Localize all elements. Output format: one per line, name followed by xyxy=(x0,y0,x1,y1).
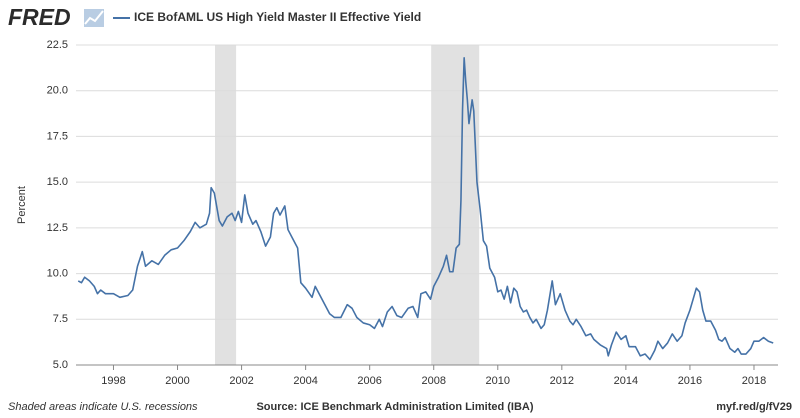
x-tick-label: 2012 xyxy=(550,375,574,387)
recession-note: Shaded areas indicate U.S. recessions xyxy=(8,401,198,413)
y-tick-label: 17.5 xyxy=(47,130,68,142)
logo: FRED xyxy=(8,4,71,30)
y-tick-label: 5.0 xyxy=(53,359,68,371)
x-tick-label: 2004 xyxy=(293,375,317,387)
recession-band xyxy=(431,45,480,365)
x-tick-label: 2002 xyxy=(229,375,253,387)
y-tick-label: 20.0 xyxy=(47,85,68,97)
legend-label: ICE BofAML US High Yield Master II Effec… xyxy=(134,10,421,24)
y-tick-label: 12.5 xyxy=(47,222,68,234)
y-axis-label: Percent xyxy=(16,186,28,224)
x-tick-label: 2000 xyxy=(165,375,189,387)
source: Source: ICE Benchmark Administration Lim… xyxy=(256,401,533,413)
x-tick-label: 2016 xyxy=(678,375,702,387)
x-tick-label: 1998 xyxy=(101,375,125,387)
y-tick-label: 7.5 xyxy=(53,313,68,325)
series-line xyxy=(77,57,774,361)
y-tick-label: 15.0 xyxy=(47,176,68,188)
y-tick-label: 10.0 xyxy=(47,267,68,279)
x-tick-label: 2010 xyxy=(486,375,510,387)
x-tick-label: 2018 xyxy=(742,375,766,387)
link: myf.red/g/fV29 xyxy=(716,401,792,413)
y-tick-label: 22.5 xyxy=(47,39,68,51)
x-tick-label: 2014 xyxy=(614,375,638,387)
recession-band xyxy=(214,45,237,365)
logo-icon xyxy=(84,9,104,27)
x-tick-label: 2008 xyxy=(421,375,445,387)
x-tick-label: 2006 xyxy=(357,375,381,387)
